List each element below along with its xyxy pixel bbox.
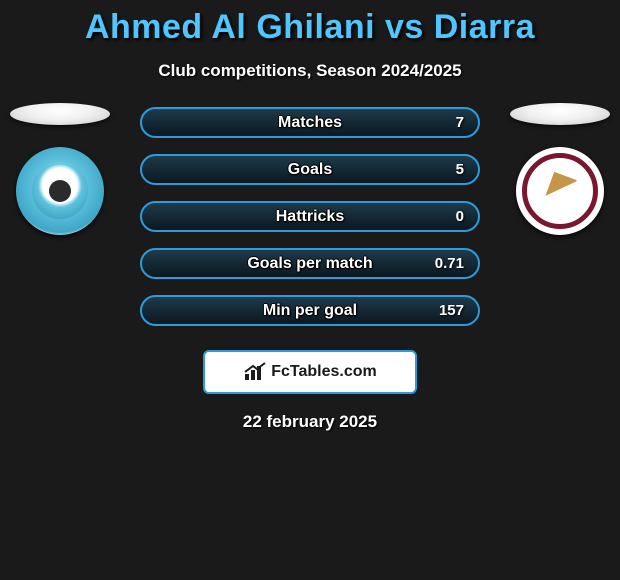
left-column <box>10 103 110 235</box>
content-area: Matches 7 Goals 5 Hattricks 0 Goals per … <box>0 107 620 432</box>
brand-box: FcTables.com <box>203 350 417 394</box>
club-badge-right-ring-icon <box>522 153 598 229</box>
club-badge-left <box>16 147 104 235</box>
stat-label: Matches <box>278 114 342 132</box>
stat-label: Hattricks <box>276 208 344 226</box>
stat-row: Matches 7 <box>140 107 480 138</box>
stat-value-right: 7 <box>456 114 464 131</box>
stat-label: Goals <box>288 161 332 179</box>
club-badge-left-icon <box>32 163 88 219</box>
h2h-infographic: Ahmed Al Ghilani vs Diarra Club competit… <box>0 0 620 580</box>
stat-value-right: 0.71 <box>435 255 464 272</box>
stat-value-right: 0 <box>456 208 464 225</box>
player-photo-placeholder-right <box>510 103 610 125</box>
brand-text: FcTables.com <box>271 363 377 381</box>
player-photo-placeholder-left <box>10 103 110 125</box>
stat-row: Goals per match 0.71 <box>140 248 480 279</box>
stat-row: Min per goal 157 <box>140 295 480 326</box>
subtitle: Club competitions, Season 2024/2025 <box>0 61 620 81</box>
club-badge-right <box>516 147 604 235</box>
club-badge-right-center-icon <box>540 171 580 211</box>
date-text: 22 february 2025 <box>0 412 620 432</box>
stats-list: Matches 7 Goals 5 Hattricks 0 Goals per … <box>140 107 480 326</box>
page-title: Ahmed Al Ghilani vs Diarra <box>0 0 620 47</box>
right-column <box>510 103 610 235</box>
bar-chart-icon <box>243 362 267 382</box>
stat-value-right: 5 <box>456 161 464 178</box>
stat-row: Hattricks 0 <box>140 201 480 232</box>
stat-value-right: 157 <box>439 302 464 319</box>
stat-label: Min per goal <box>263 302 357 320</box>
stat-label: Goals per match <box>247 255 372 273</box>
stat-row: Goals 5 <box>140 154 480 185</box>
